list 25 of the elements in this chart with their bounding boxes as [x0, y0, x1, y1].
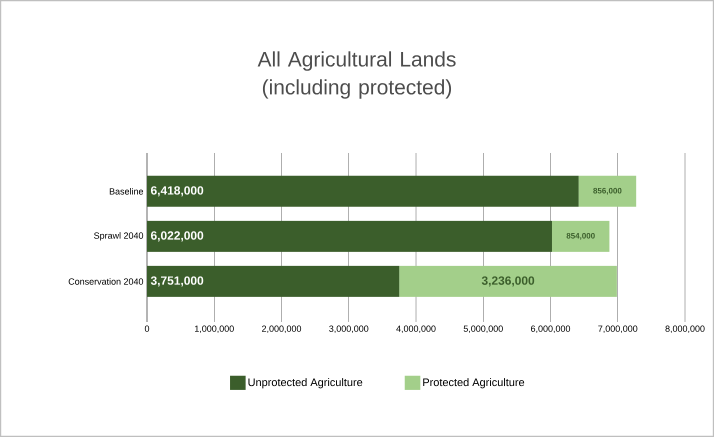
x-tick-label: 5,000,000 — [464, 326, 503, 333]
bar — [578, 176, 636, 207]
chart-title: All Agricultural Lands (including protected) — [258, 51, 456, 99]
bar — [147, 176, 579, 207]
legend-label: Unprotected Agriculture — [248, 378, 362, 388]
y-tick-label: Conservation 2040 — [68, 278, 144, 285]
x-tick-label: 7,000,000 — [598, 326, 638, 333]
data-label: 6,418,000 — [150, 186, 204, 196]
y-tick-label: Sprawl 2040 — [94, 232, 144, 241]
x-tick-label: 4,000,000 — [396, 326, 436, 333]
y-tick-label: Baseline — [110, 188, 144, 195]
bar — [399, 266, 617, 297]
bar — [552, 220, 610, 252]
legend-label: Protected Agriculture — [423, 378, 524, 388]
bar — [147, 220, 552, 252]
x-tick-label: 3,000,000 — [329, 326, 368, 333]
data-label: 6,022,000 — [150, 231, 204, 242]
x-tick-label: 8,000,000 — [665, 326, 705, 333]
bar — [147, 266, 400, 297]
x-tick-label: 1,000,000 — [195, 326, 234, 333]
data-label: 3,751,000 — [150, 276, 204, 287]
x-tick-label: 0 — [144, 326, 150, 332]
x-tick-label: 2,000,000 — [262, 326, 302, 333]
x-tick-label: 6,000,000 — [531, 326, 570, 333]
data-label: 3,236,000 — [482, 276, 534, 287]
